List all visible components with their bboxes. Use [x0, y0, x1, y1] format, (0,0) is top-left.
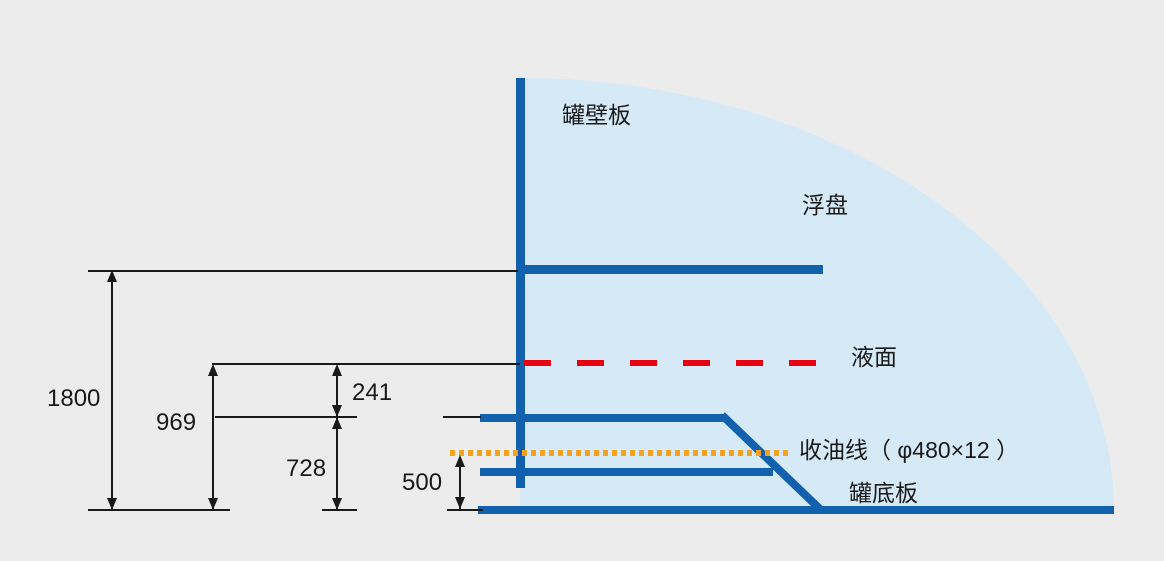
oil-suction-dotted-line — [450, 450, 791, 456]
floating-deck-line — [520, 265, 823, 274]
dimension-value-1800: 1800 — [47, 385, 101, 412]
extension-line-liquid-level — [212, 363, 520, 365]
dimension-value-500: 500 — [402, 469, 443, 496]
label-tank-wall-plate: 罐壁板 — [562, 102, 631, 128]
extension-line-pipe-right — [443, 416, 481, 418]
tank-wall-line — [516, 78, 525, 488]
label-tank-bottom-plate: 罐底板 — [849, 480, 918, 506]
arrowhead-up-icon — [208, 364, 218, 376]
dimension-line-1800 — [111, 272, 113, 510]
baseline-tick-728 — [322, 509, 357, 511]
arrowhead-down-icon — [332, 405, 342, 417]
dimension-line-728 — [336, 418, 338, 510]
baseline-tick-500 — [447, 509, 483, 511]
dimension-value-969: 969 — [156, 409, 197, 436]
dimension-line-241 — [336, 366, 338, 417]
arrowhead-down-icon — [332, 498, 342, 510]
liquid-level-dashed-line — [524, 360, 823, 366]
label-liquid-level: 液面 — [851, 344, 897, 370]
label-oil-suction-line: 收油线（ φ480×12 ） — [799, 437, 1020, 463]
arrowhead-down-icon — [455, 497, 465, 509]
extension-line-pipe-left — [215, 416, 357, 418]
extension-line-deck-top — [88, 270, 518, 272]
arrowhead-up-icon — [332, 364, 342, 376]
dimension-value-728: 728 — [286, 455, 327, 482]
dimension-line-500 — [459, 457, 461, 509]
oil-pipe-lower-line — [480, 468, 773, 476]
arrowhead-up-icon — [332, 417, 342, 429]
arrowhead-down-icon — [208, 498, 218, 510]
arrowhead-up-icon — [107, 270, 117, 282]
tank-bottom-line — [478, 506, 1114, 514]
baseline-main — [88, 509, 230, 511]
oil-pipe-upper-line — [480, 414, 723, 422]
arrowhead-up-icon — [455, 455, 465, 467]
arrowhead-down-icon — [107, 498, 117, 510]
dimension-line-969 — [212, 366, 214, 510]
dimension-value-241: 241 — [352, 379, 393, 406]
label-floating-deck: 浮盘 — [802, 192, 848, 218]
